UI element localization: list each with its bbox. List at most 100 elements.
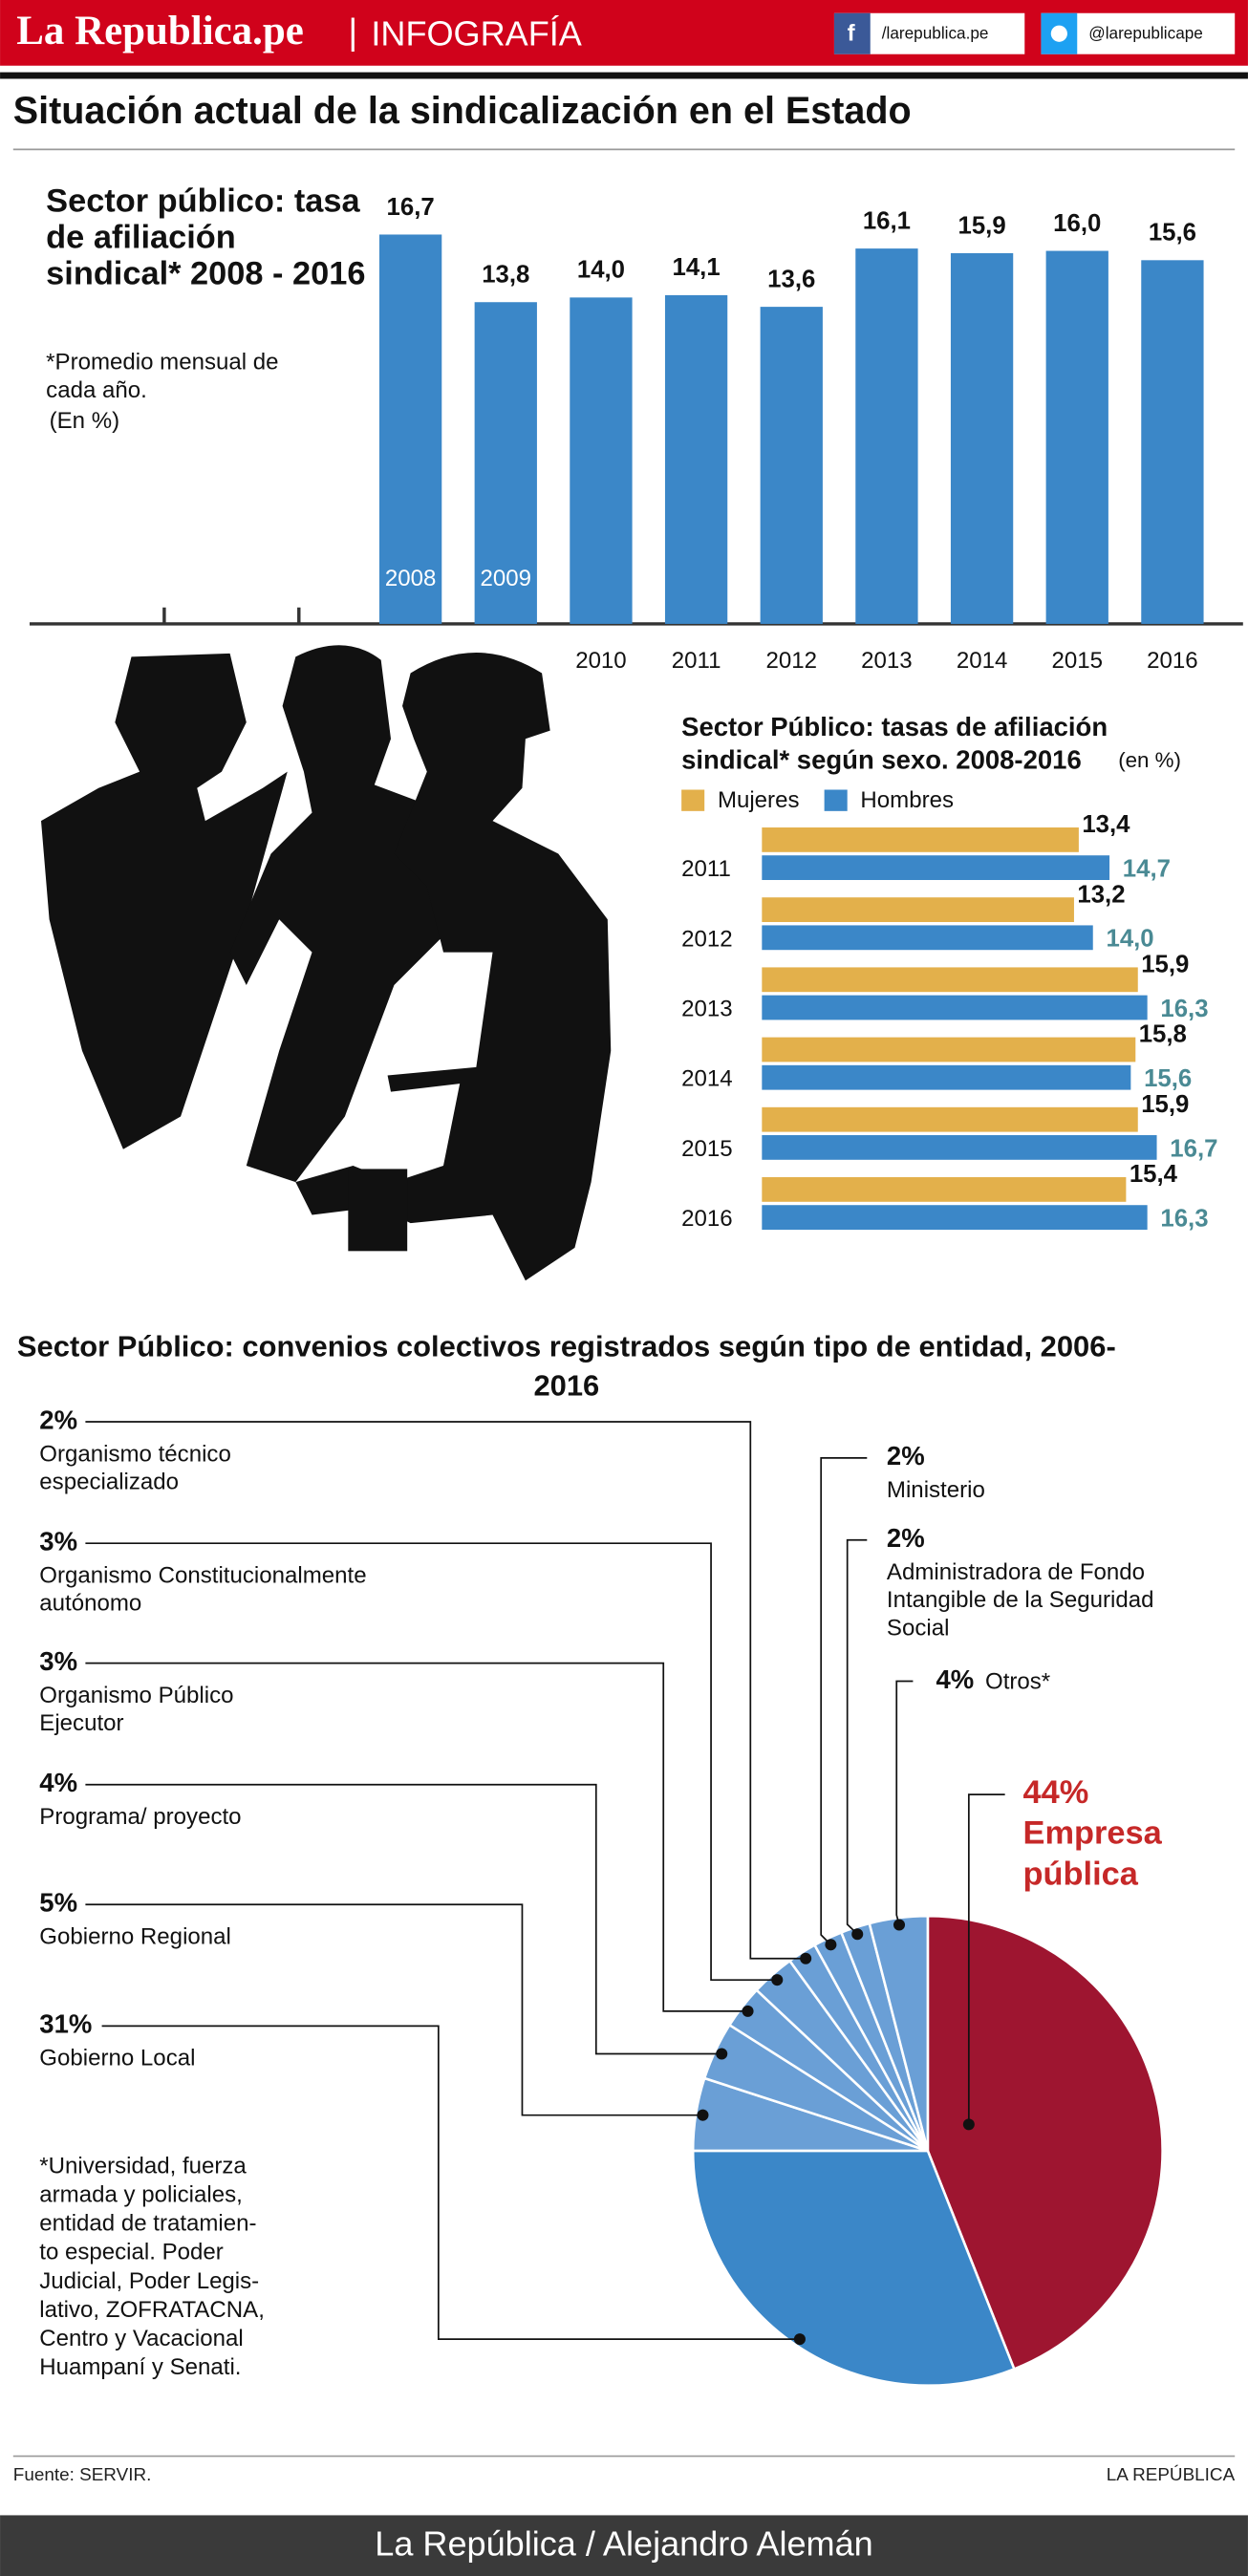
category-label: Administradora de Fondo Intangible de la… (886, 1557, 1154, 1641)
leader-line (85, 1542, 778, 1982)
footnote: Huampaní y Senati. (39, 2354, 241, 2380)
legend-swatch (824, 789, 848, 811)
value-label: 16,3 (1160, 996, 1208, 1022)
footnote: *Universidad, fuerza (39, 2154, 247, 2179)
category-label: Organismo técnico especializado (39, 1439, 231, 1494)
value-label: 13,2 (1077, 881, 1125, 908)
leader-line (85, 1421, 807, 1960)
value-label: 16,1 (863, 207, 911, 234)
chart-title-box: Sector Público: convenios colectivos reg… (17, 1330, 1116, 1403)
bar (762, 1205, 1148, 1231)
leader-dot (742, 2005, 754, 2017)
illustration (41, 645, 612, 1281)
value-label: 3% (39, 1526, 77, 1556)
value-label: 44% (1023, 1774, 1089, 1811)
value-label: 16,0 (1053, 210, 1101, 237)
y-tick-label: 2012 (681, 926, 733, 952)
leader-line (967, 1793, 1005, 2125)
facebook-handle: /larepublica.pe (882, 24, 989, 43)
footer-bar (0, 2515, 1248, 2576)
category-label-box: Ministerio (886, 1475, 985, 1503)
footnote: entidad de tratamien- (39, 2211, 256, 2237)
x-tick-label: 2014 (957, 648, 1007, 674)
value-label: 16,7 (1170, 1135, 1217, 1162)
category-label-box: Programa/ proyecto (39, 1802, 242, 1830)
source: Fuente: SERVIR. (13, 2465, 152, 2485)
category-label-box: Organismo Público Ejecutor (39, 1682, 233, 1736)
bar (570, 297, 633, 624)
footer-brand: LA REPÚBLICA (1107, 2464, 1236, 2485)
value-label: 5% (39, 1887, 77, 1917)
bar (664, 294, 728, 624)
footnote: to especial. Poder (39, 2240, 224, 2265)
bar (378, 234, 442, 624)
category-label: Empresa pública (1022, 1815, 1162, 1894)
value-label: 16,3 (1160, 1206, 1208, 1233)
category-label: Gobierno Local (39, 2044, 196, 2071)
leader-line (820, 1456, 868, 1945)
chart-title-line: Sector Público: tasas de afiliación (681, 712, 1108, 741)
x-tick-label: 2008 (385, 566, 436, 591)
bar (474, 302, 537, 624)
bar (760, 307, 823, 624)
category-label-box: Organismo Constitucionalmente autónomo (39, 1561, 367, 1616)
leader-dot (962, 2118, 975, 2131)
value-label: 31% (39, 2009, 92, 2039)
value-label: 15,9 (1141, 1091, 1189, 1118)
footnote: armada y policiales, (39, 2182, 243, 2208)
header-bar (0, 0, 1248, 66)
leader-dot (851, 1928, 864, 1941)
x-tick-label: 2012 (766, 648, 817, 674)
facebook-glyph: f (848, 20, 856, 46)
leader-dot (716, 2048, 728, 2060)
category-label: Otros* (985, 1669, 1050, 1695)
x-tick-label: 2010 (575, 648, 627, 674)
bar (762, 1135, 1157, 1160)
pie-slice (868, 1914, 930, 2152)
value-label: 3% (39, 1646, 77, 1676)
leader-dot (800, 1952, 812, 1964)
page-title: Situación actual de la sindicalización e… (13, 90, 912, 132)
x-tick-label: 2009 (481, 566, 531, 591)
pie-slice (926, 1914, 1164, 2372)
bar (855, 248, 918, 624)
value-label: 14,0 (577, 257, 625, 284)
x-tick-label: 2011 (672, 648, 721, 674)
leader-line (895, 1680, 914, 1925)
facebook-icon (833, 12, 871, 54)
value-label: 4% (936, 1664, 974, 1694)
footnote: Centro y Vacacional (39, 2326, 243, 2351)
value-label: 14,1 (673, 254, 721, 281)
value-label: 2% (39, 1405, 77, 1434)
category-label-box: Administradora de Fondo Intangible de la… (886, 1557, 1154, 1641)
value-label: 16,7 (387, 194, 435, 221)
bar (762, 897, 1074, 922)
category-label: Ministerio (886, 1475, 985, 1503)
bar (762, 925, 1093, 951)
section: INFOGRAFÍA (371, 13, 582, 53)
category-label-box: Empresa pública (1022, 1815, 1162, 1894)
x-tick-label: 2013 (861, 648, 913, 674)
bar (762, 1037, 1136, 1063)
y-tick-label: 2011 (681, 856, 731, 882)
chart-title: Sector Público: tasas de afiliación sindi… (681, 712, 1108, 774)
category-label-box: Gobierno Regional (39, 1922, 231, 1948)
footnote: Judicial, Poder Legis- (39, 2268, 259, 2294)
unit-label: (en %) (1118, 748, 1181, 772)
category-label: Organismo Constitucionalmente autónomo (39, 1561, 367, 1616)
chart-title-line: sindical* según sexo. 2008-2016 (681, 745, 1082, 775)
category-label: Programa/ proyecto (39, 1802, 242, 1830)
leader-line (85, 1783, 722, 2055)
x-tick-label: 2015 (1051, 648, 1103, 674)
bar (762, 1106, 1138, 1132)
leader-dot (893, 1919, 906, 1931)
value-label: 13,6 (767, 266, 815, 292)
legend-label: Hombres (860, 787, 954, 813)
pie-slice (691, 2149, 1017, 2387)
leader-dot (771, 1974, 784, 1986)
footnote: lativo, ZOFRATACNA, (39, 2297, 265, 2323)
chart-subtitle: *Promedio mensual de cada año. (46, 348, 279, 402)
bar (762, 995, 1148, 1020)
twitter-glyph (1050, 25, 1067, 42)
